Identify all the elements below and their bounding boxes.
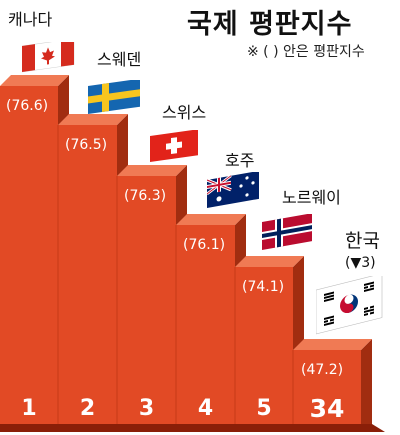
rank-australia: 4 [197, 396, 214, 421]
score-korea: (47.2) [301, 362, 344, 378]
bar-front-4 [176, 225, 235, 424]
rank-canada: 1 [21, 396, 37, 421]
korea-rank-change: (▼3) [345, 255, 376, 271]
score-australia: (76.1) [183, 237, 226, 253]
canada-flag-icon [22, 42, 75, 73]
bar-top-1 [0, 75, 69, 86]
bar-front-6 [293, 350, 361, 424]
bar-front-5 [235, 267, 293, 424]
korea-flag-icon [316, 276, 383, 335]
bar-front-1 [0, 86, 58, 424]
country-label-sweden: 스웨덴 [97, 50, 142, 69]
rank-sweden: 2 [79, 396, 96, 421]
rank-korea: 34 [309, 394, 345, 423]
country-label-australia: 호주 [225, 151, 255, 170]
rank-norway: 5 [256, 396, 272, 421]
bar-front-2 [58, 125, 117, 424]
baseline [0, 424, 385, 432]
bar-top-6 [293, 339, 372, 350]
bar-front-3 [117, 176, 176, 424]
bar-side-6 [361, 339, 372, 424]
switzerland-flag-icon [150, 130, 198, 162]
bar-top-3 [117, 165, 187, 176]
australia-flag-icon [207, 172, 259, 208]
bar-top-4 [176, 214, 246, 225]
subtitle-note: ※ ( ) 안은 평판지수 [247, 44, 365, 60]
country-label-korea: 한국 [345, 230, 380, 252]
score-canada: (76.6) [6, 98, 49, 114]
rank-switzerland: 3 [138, 396, 155, 421]
score-sweden: (76.5) [65, 137, 108, 153]
score-switzerland: (76.3) [124, 188, 167, 204]
country-label-norway: 노르웨이 [282, 188, 341, 207]
country-label-canada: 캐나다 [8, 10, 53, 29]
bar-top-5 [235, 256, 304, 267]
sweden-flag-icon [88, 80, 140, 114]
country-label-switzerland: 스위스 [162, 103, 207, 122]
bar-top-2 [58, 114, 128, 125]
score-norway: (74.1) [242, 279, 285, 295]
page-title: 국제 평판지수 [187, 9, 353, 40]
norway-flag-icon [262, 214, 312, 250]
